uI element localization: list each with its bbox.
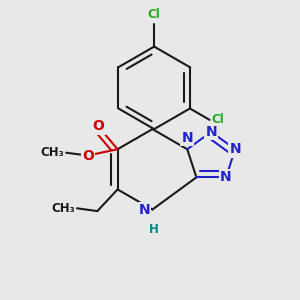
Text: N: N [182, 131, 193, 145]
Text: H: H [149, 223, 159, 236]
Text: CH₃: CH₃ [41, 146, 64, 159]
Text: N: N [220, 170, 232, 184]
Text: N: N [139, 202, 151, 217]
Text: Cl: Cl [148, 8, 161, 21]
Text: N: N [229, 142, 241, 156]
Text: CH₃: CH₃ [52, 202, 75, 215]
Text: N: N [206, 125, 217, 139]
Text: O: O [82, 148, 94, 163]
Text: Cl: Cl [211, 113, 224, 126]
Text: O: O [92, 119, 104, 134]
